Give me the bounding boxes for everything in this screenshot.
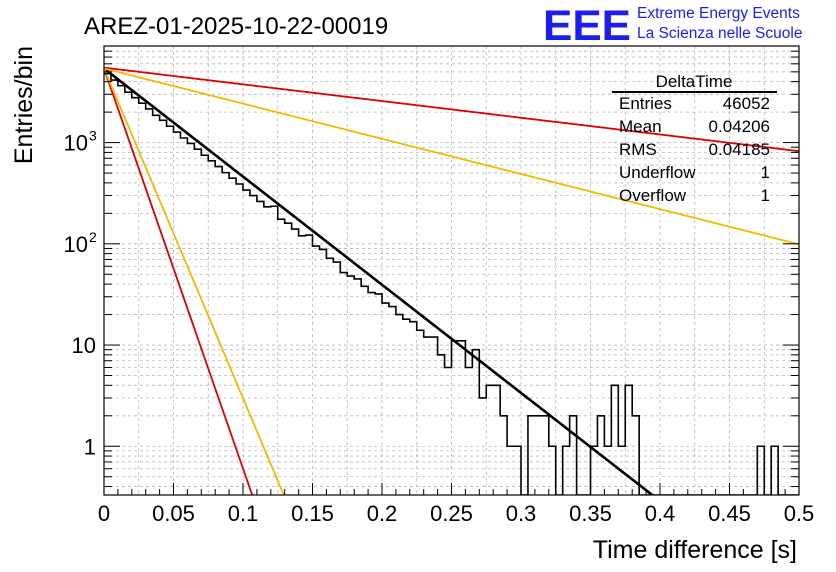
axis-ticks xyxy=(104,50,799,495)
y-tick-label: 1 xyxy=(84,434,96,459)
x-tick-label: 0.25 xyxy=(430,501,473,526)
stats-row-label: Entries xyxy=(619,94,672,113)
x-tick-label: 0.3 xyxy=(506,501,537,526)
x-tick-label: 0.2 xyxy=(367,501,398,526)
stats-row-value: 0.04206 xyxy=(709,117,770,136)
stats-row-value: 46052 xyxy=(723,94,770,113)
x-tick-label: 0.15 xyxy=(291,501,334,526)
fit-curves xyxy=(104,66,799,495)
run-title: AREZ-01-2025-10-22-00019 xyxy=(84,13,388,40)
stats-row-label: Overflow xyxy=(619,186,687,205)
fit-curve-orange-steep xyxy=(104,68,285,495)
fit-curve-orange-shallow xyxy=(104,67,799,246)
stats-row-label: RMS xyxy=(619,140,657,159)
y-tick-label: 10 xyxy=(64,232,88,257)
x-axis-title: Time difference [s] xyxy=(593,536,797,564)
stats-rows: Entries 46052 Mean 0.04206 RMS 0.04185 Underfl… xyxy=(619,94,770,205)
stats-row-value: 1 xyxy=(761,186,770,205)
stats-row-label: Underflow xyxy=(619,163,696,182)
y-tick-exponent: 3 xyxy=(89,128,97,144)
stats-title: DeltaTime xyxy=(656,72,733,91)
x-tick-label: 0.45 xyxy=(708,501,751,526)
y-tick-label: 10 xyxy=(72,333,96,358)
eee-logo: EEE xyxy=(543,2,631,50)
stats-row-value: 0.04185 xyxy=(709,140,770,159)
x-tick-labels: 0 0.05 0.1 0.15 0.2 0.25 0.3 0.35 0.4 0.45 0.5 xyxy=(98,501,814,526)
fit-curve-red-shallow xyxy=(104,66,799,153)
fit-curve-red-steep xyxy=(104,68,254,495)
x-tick-label: 0 xyxy=(98,501,110,526)
y-tick-exponent: 2 xyxy=(89,229,97,245)
y-tick-label: 10 xyxy=(64,131,88,156)
x-tick-label: 0.05 xyxy=(152,501,195,526)
y-axis-title: Entries/bin xyxy=(10,46,38,164)
logo-line-1: Extreme Energy Events xyxy=(637,5,800,22)
stats-box: DeltaTime Entries 46052 Mean 0.04206 RMS 0.04… xyxy=(612,72,777,205)
grid-lines xyxy=(104,46,799,495)
x-tick-label: 0.1 xyxy=(228,501,259,526)
x-tick-label: 0.35 xyxy=(569,501,612,526)
stats-row-value: 1 xyxy=(761,163,770,182)
histogram-outline xyxy=(104,72,799,495)
x-tick-label: 0.5 xyxy=(784,501,815,526)
fit-curve-exponential-fit xyxy=(104,67,655,495)
stats-row-label: Mean xyxy=(619,117,662,136)
x-tick-label: 0.4 xyxy=(645,501,676,526)
logo-line-2: La Scienza nelle Scuole xyxy=(637,25,802,42)
